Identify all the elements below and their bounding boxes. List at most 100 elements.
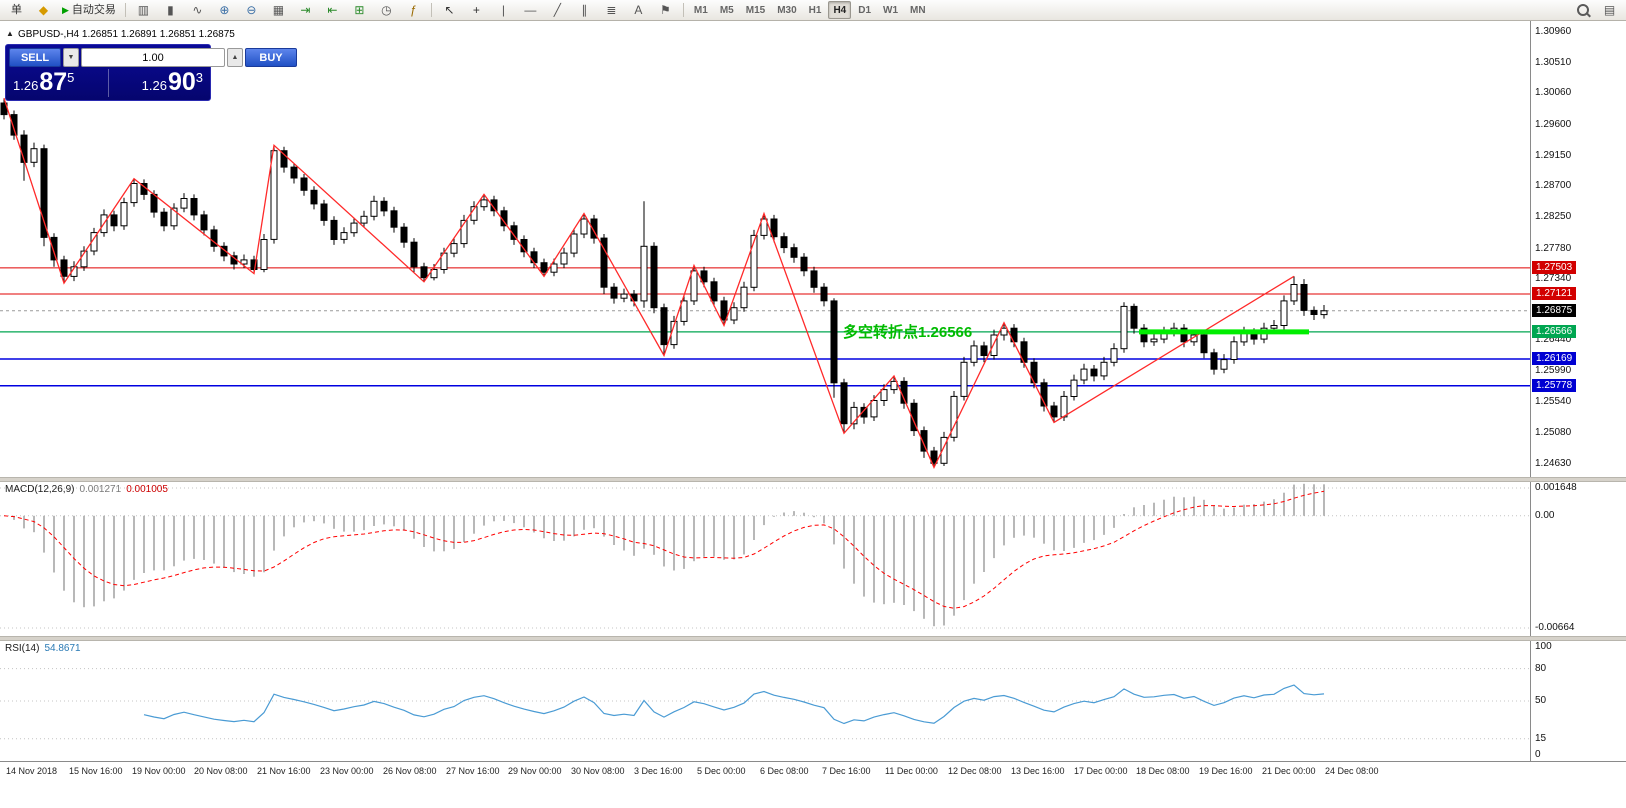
horizontal-line-icon[interactable]: —: [524, 3, 537, 17]
panel-separator[interactable]: [0, 477, 1626, 482]
autotrading-play-icon: ▶: [62, 4, 69, 15]
timeframe-w1[interactable]: W1: [883, 4, 899, 16]
text-icon[interactable]: A: [634, 3, 643, 17]
price-label: 1.25778: [1532, 379, 1577, 392]
time-label: 7 Dec 16:00: [822, 766, 871, 776]
volume-down-button[interactable]: ▼: [63, 48, 79, 67]
rsi-canvas[interactable]: [0, 641, 1530, 761]
buy-price-pip: 3: [195, 70, 203, 85]
time-label: 13 Dec 16:00: [1011, 766, 1065, 776]
macd-gridlines: [0, 487, 1530, 629]
time-label: 11 Dec 00:00: [885, 766, 938, 776]
price-tick: 1.30960: [1535, 26, 1572, 37]
timeframe-d1[interactable]: D1: [858, 4, 872, 16]
macd-canvas[interactable]: [0, 482, 1530, 636]
volume-input[interactable]: [81, 48, 225, 67]
price-axis[interactable]: 1.30960 1.30510 1.30060 1.29600 1.29150 1.287…: [1530, 21, 1626, 477]
timeframe-mn[interactable]: MN: [910, 4, 926, 16]
draw-tools-group: ↖ + | — ╱ ∥ ≣ A ⚑: [436, 1, 679, 20]
price-tick: 1.28700: [1535, 180, 1572, 191]
bar-chart-icon[interactable]: ▥: [137, 3, 150, 17]
volume-up-button[interactable]: ▲: [227, 48, 243, 67]
arrow-tools-icon[interactable]: ⚑: [660, 3, 671, 17]
new-chart-icon[interactable]: ⊞: [354, 3, 365, 17]
time-label: 21 Nov 16:00: [257, 766, 311, 776]
crosshair-icon[interactable]: +: [472, 3, 480, 17]
time-label: 29 Nov 00:00: [508, 766, 562, 776]
price-tick: 1.25540: [1535, 396, 1572, 407]
timeframe-m30[interactable]: M30: [777, 4, 797, 16]
price-label: 1.26169: [1532, 352, 1577, 365]
time-label: 19 Nov 00:00: [132, 766, 186, 776]
price-label: 1.27503: [1532, 261, 1577, 274]
rsi-axis[interactable]: 100 80 50 15 0: [1530, 641, 1626, 761]
buy-price[interactable]: 1.26 90 3: [107, 69, 208, 97]
price-chart-canvas[interactable]: [0, 21, 1530, 477]
trendline-icon[interactable]: ╱: [553, 3, 562, 17]
timeframe-m15[interactable]: M15: [745, 4, 766, 16]
panel-separator[interactable]: [0, 636, 1626, 641]
trade-panel-toggle-icon[interactable]: ▲: [6, 29, 14, 38]
time-label: 3 Dec 16:00: [634, 766, 683, 776]
macd-tick: -0.00664: [1535, 622, 1575, 633]
vertical-line-icon[interactable]: |: [501, 3, 505, 17]
rsi-tick: 100: [1535, 641, 1552, 652]
timeframe-group: M1 M5 M15 M30 H1 H4 D1 W1 MN: [688, 1, 932, 19]
chart-shift-icon[interactable]: ⇤: [327, 3, 338, 17]
line-chart-icon[interactable]: ∿: [192, 3, 203, 17]
time-label: 26 Nov 08:00: [383, 766, 437, 776]
price-tick: 1.26440: [1535, 334, 1572, 345]
auto-scroll-icon[interactable]: ⇥: [300, 3, 311, 17]
fibonacci-icon[interactable]: ≣: [606, 3, 617, 17]
time-label: 20 Nov 08:00: [194, 766, 248, 776]
order-button[interactable]: 单: [11, 3, 22, 16]
horizontal-lines[interactable]: [0, 267, 1530, 387]
price-tick: 1.27340: [1535, 273, 1572, 284]
timeframe-m5[interactable]: M5: [719, 4, 734, 16]
autotrading-button[interactable]: ▶ 自动交易: [58, 1, 120, 20]
channel-icon[interactable]: ∥: [581, 3, 588, 17]
rsi-label: RSI(14) 54.8671: [5, 643, 81, 654]
macd-panel: 0.001648 0.00 -0.00664 MACD(12,26,9) 0.0012…: [0, 482, 1626, 636]
autotrading-label: 自动交易: [71, 3, 116, 16]
sell-price[interactable]: 1.26 87 5: [9, 69, 108, 97]
cursor-icon[interactable]: ↖: [444, 3, 455, 17]
indicators-icon[interactable]: ƒ: [410, 3, 417, 17]
new-order-icon[interactable]: ◆: [38, 3, 49, 17]
rsi-panel: 100 80 50 15 0 RSI(14) 54.8671: [0, 641, 1626, 761]
search-icon[interactable]: [1570, 1, 1595, 20]
time-label: 6 Dec 08:00: [760, 766, 809, 776]
macd-label: MACD(12,26,9) 0.001271 0.001005: [5, 484, 168, 495]
sell-button[interactable]: SELL: [9, 48, 61, 67]
price-chart-panel: 1.30960 1.30510 1.30060 1.29600 1.29150 1.287…: [0, 21, 1626, 477]
time-label: 23 Nov 00:00: [320, 766, 374, 776]
rsi-tick: 50: [1535, 695, 1547, 706]
sell-price-prefix: 1.26: [13, 78, 39, 93]
zoom-in-icon[interactable]: ⊕: [219, 3, 230, 17]
time-label: 17 Dec 00:00: [1074, 766, 1128, 776]
timeframe-m1[interactable]: M1: [693, 4, 708, 16]
sell-price-pip: 5: [67, 70, 75, 85]
zoom-out-icon[interactable]: ⊖: [246, 3, 257, 17]
sell-price-big: 87: [39, 68, 68, 96]
toolbar-separator: [124, 3, 126, 17]
tile-windows-icon[interactable]: ▦: [272, 3, 285, 17]
timeframe-h1[interactable]: H1: [808, 4, 822, 16]
time-label: 19 Dec 16:00: [1199, 766, 1253, 776]
price-tick: 1.27780: [1535, 243, 1572, 254]
buy-price-prefix: 1.26: [141, 78, 167, 93]
panels-icon[interactable]: ▤: [1603, 3, 1616, 17]
zigzag-line[interactable]: [3, 97, 1295, 469]
timeframe-h4[interactable]: H4: [828, 1, 852, 19]
rsi-tick: 15: [1535, 733, 1547, 744]
price-tick: 1.25990: [1535, 365, 1572, 376]
time-label: 15 Nov 16:00: [69, 766, 123, 776]
time-label: 12 Dec 08:00: [948, 766, 1002, 776]
buy-button[interactable]: BUY: [245, 48, 297, 67]
macd-axis[interactable]: 0.001648 0.00 -0.00664: [1530, 482, 1626, 636]
period-icon[interactable]: ◷: [381, 3, 392, 17]
candlestick-chart-icon[interactable]: ▮: [167, 3, 174, 17]
time-axis[interactable]: 14 Nov 2018 15 Nov 16:00 19 Nov 00:00 20 No…: [0, 761, 1626, 784]
